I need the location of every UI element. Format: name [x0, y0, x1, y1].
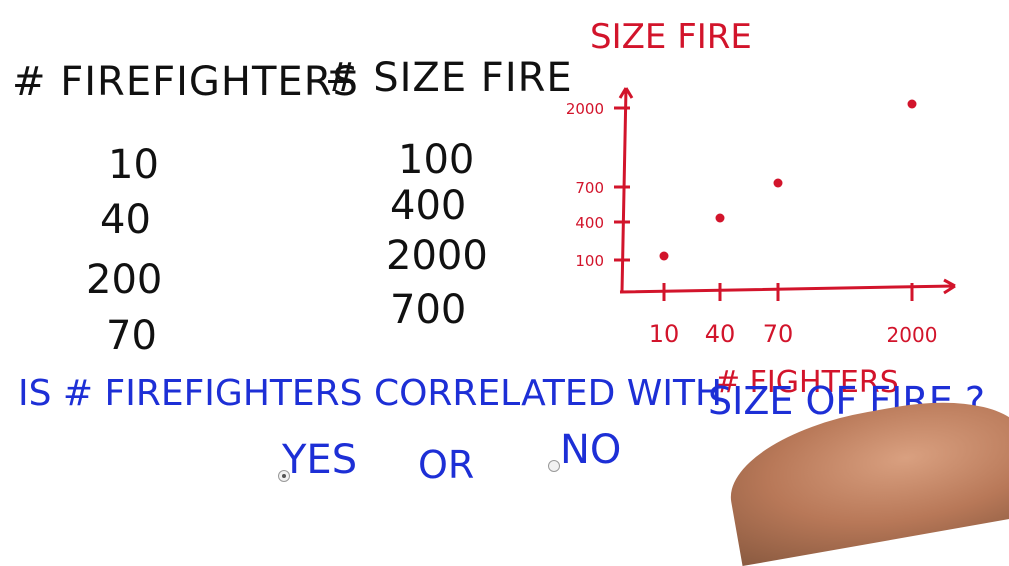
- data-point: [773, 178, 783, 188]
- yes-label: YES: [282, 437, 358, 483]
- data-point: [715, 213, 725, 223]
- x-axis-label: # FIGHTERS: [715, 365, 899, 400]
- col1-value-3: 200: [86, 257, 163, 303]
- y-tick-label: 700: [575, 179, 604, 197]
- col2-value-3: 2000: [386, 233, 488, 279]
- yes-radio[interactable]: [278, 470, 290, 482]
- y-tick-label: 2000: [566, 100, 604, 118]
- y-axis: [618, 87, 634, 293]
- chart-title: SIZE FIRE: [590, 17, 752, 57]
- y-tick-label: 400: [575, 214, 604, 232]
- col1-value-1: 10: [108, 142, 159, 188]
- col1-value-2: 40: [100, 197, 151, 243]
- data-point: [659, 251, 669, 261]
- col1-header: # FIREFIGHTERS: [12, 59, 359, 105]
- col2-value-2: 400: [390, 183, 467, 229]
- question-text: IS # FIREFIGHTERS CORRELATED WITH: [18, 376, 722, 412]
- or-separator: OR: [418, 443, 475, 487]
- x-tick-label: 2000: [887, 323, 938, 347]
- col2-value-1: 100: [398, 137, 475, 183]
- col2-header: # SIZE FIRE: [325, 55, 573, 101]
- y-tick-label: 100: [575, 252, 604, 270]
- x-axis: [619, 278, 956, 295]
- no-label: NO: [560, 427, 622, 473]
- scatter-plot: SIZE FIRE 100 400 700 2000 10 40 70 2000 # FIG…: [566, 17, 956, 400]
- x-tick-label: 70: [763, 320, 794, 348]
- col1-value-4: 70: [106, 313, 157, 359]
- col2-value-4: 700: [390, 287, 467, 333]
- x-tick-label: 10: [649, 320, 680, 348]
- x-tick-label: 40: [705, 320, 736, 348]
- no-radio[interactable]: [548, 460, 560, 472]
- question-part-1: IS # FIREFIGHTERS CORRELATED WITH: [18, 373, 723, 414]
- data-point: [907, 99, 917, 109]
